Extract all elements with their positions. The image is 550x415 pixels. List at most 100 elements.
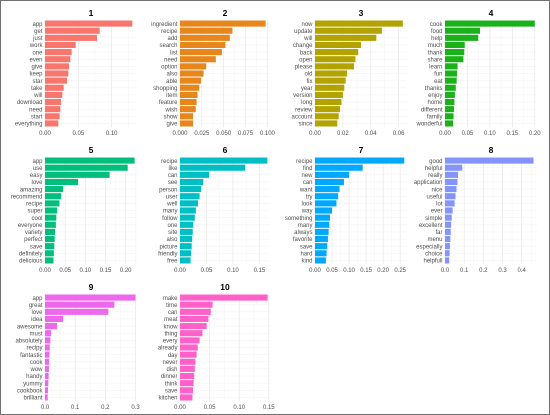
bar [315, 98, 342, 106]
bar [315, 171, 350, 178]
bar [445, 49, 465, 56]
bar [445, 257, 450, 264]
bar [180, 178, 204, 186]
category-label: friendly [158, 252, 177, 258]
category-label: recommend [11, 194, 43, 200]
bar [45, 358, 50, 365]
category-label: choice [425, 252, 443, 258]
bar [445, 214, 452, 221]
bar [180, 63, 207, 70]
category-label: way [301, 209, 313, 215]
bar [180, 394, 193, 401]
x-tick-label: 0.2 [101, 405, 110, 411]
x-tick-label: 0.15 [254, 268, 266, 274]
bar [180, 56, 216, 63]
bar [315, 106, 341, 113]
category-label: kind [301, 259, 312, 265]
bar [180, 294, 268, 301]
category-label: search [159, 43, 177, 49]
bar [445, 243, 450, 250]
category-label: see [168, 180, 178, 186]
category-label: like [168, 166, 178, 172]
category-label: app [32, 22, 43, 28]
category-label: something [285, 216, 313, 222]
category-label: work [29, 43, 44, 49]
category-label: also [166, 237, 178, 243]
x-tick-label: 0.0 [41, 405, 50, 411]
bar [180, 351, 197, 358]
category-label: know [163, 324, 178, 330]
category-label: year [301, 86, 313, 92]
category-label: long [301, 100, 312, 106]
category-label: download [17, 100, 43, 106]
bar [445, 120, 454, 127]
bar [315, 235, 328, 243]
bar [45, 120, 59, 127]
category-label: kitchen [158, 396, 177, 402]
bar [445, 70, 458, 77]
bar [45, 186, 64, 193]
category-label: keep [29, 72, 43, 78]
bar [45, 56, 71, 63]
category-label: add [167, 36, 177, 42]
x-tick-label: 0.15 [506, 131, 518, 137]
category-label: cookbook [17, 389, 44, 395]
x-tick-label: 0.15 [263, 405, 275, 411]
category-label: ingredient [151, 22, 178, 28]
bar [45, 77, 67, 84]
bar [180, 164, 246, 171]
bar [315, 214, 330, 221]
bar [445, 186, 457, 193]
x-tick-label: 0.3 [498, 268, 507, 274]
bar [45, 106, 61, 113]
bar [45, 380, 49, 387]
bar [180, 91, 198, 98]
bar [445, 77, 457, 84]
x-tick-label: 0.075 [238, 131, 254, 137]
bar [45, 214, 57, 221]
category-label: find [303, 166, 313, 172]
bar [315, 56, 356, 63]
category-label: menu [427, 237, 442, 243]
category-label: will [303, 36, 312, 42]
category-label: day [168, 353, 178, 359]
panel-title: 10 [220, 282, 230, 292]
bar [45, 294, 136, 301]
bar [180, 250, 192, 257]
category-label: one [167, 223, 178, 229]
x-tick-label: 0.10 [343, 268, 355, 274]
bar [315, 84, 345, 91]
bar [45, 41, 76, 49]
x-tick-label: 0.000 [172, 131, 188, 137]
category-label: change [293, 43, 313, 49]
bar [180, 98, 197, 106]
x-tick-label: 0.20 [120, 268, 132, 274]
x-tick-label: 0.1 [460, 268, 469, 274]
category-label: option [161, 65, 177, 71]
panel-title: 7 [359, 145, 364, 155]
bar [445, 200, 455, 207]
category-label: make [163, 296, 178, 302]
bar [315, 186, 340, 193]
x-tick-label: 0.4 [517, 268, 526, 274]
bar [180, 106, 196, 113]
category-label: lot [436, 202, 443, 208]
category-label: just [32, 36, 43, 42]
bar [45, 70, 69, 77]
bar [45, 344, 50, 351]
category-label: dish [166, 367, 177, 373]
category-label: shopping [153, 86, 177, 92]
category-label: feature [159, 100, 178, 106]
category-label: fantastic [20, 353, 42, 359]
bar [315, 63, 355, 70]
category-label: site [168, 230, 178, 236]
category-label: open [299, 57, 312, 63]
bar [45, 63, 69, 70]
bar [180, 257, 191, 264]
bar [180, 365, 195, 372]
bar [315, 20, 403, 27]
x-tick-label: 0.06 [393, 131, 405, 137]
